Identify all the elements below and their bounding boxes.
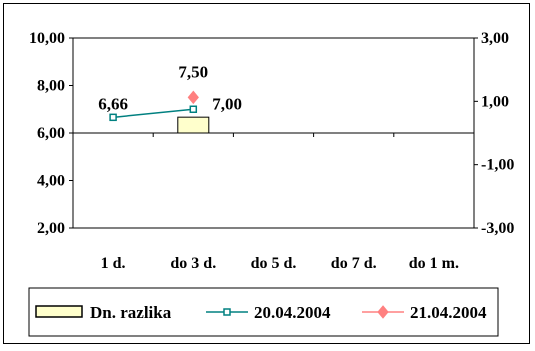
y-left-tick-label: 4,00 [37, 173, 65, 190]
legend-marker-diamond [377, 305, 389, 319]
data-point-square [109, 113, 117, 122]
legend-marker-square [223, 308, 231, 316]
y-left-tick-label: 8,00 [37, 78, 65, 95]
y-right-tick-label: -1,00 [481, 157, 514, 174]
legend-swatch-bar [35, 305, 83, 318]
data-label: 6,66 [98, 94, 128, 113]
x-tick-label: 1 d. [101, 255, 126, 272]
data-point-square [189, 105, 198, 113]
legend: Dn. razlika 20.04.2004 21.04.2004 [28, 287, 499, 337]
y-left-tick-label: 6,00 [37, 125, 65, 142]
x-tick-label: do 3 d. [170, 255, 216, 272]
data-label: 7,50 [178, 62, 208, 81]
data-label: 7,00 [212, 94, 242, 113]
y-right-tick-label: 3,00 [481, 30, 509, 47]
x-tick-label: do 5 d. [251, 255, 297, 272]
x-tick-label: do 7 d. [331, 255, 377, 272]
y-left-tick-label: 10,00 [29, 30, 65, 47]
legend-label: 21.04.2004 [410, 303, 487, 322]
y-left-tick-label: 2,00 [37, 220, 65, 237]
x-tick-label: do 1 m. [409, 255, 459, 272]
legend-label: Dn. razlika [90, 303, 172, 322]
series-line [113, 108, 194, 119]
plot-area: 2,00 4,00 6,00 8,00 10,00 -3,00 -1,00 1,00 3,00 1… [29, 30, 514, 272]
data-point-diamond [187, 90, 199, 105]
legend-box [28, 287, 499, 337]
bar-mark [177, 116, 210, 134]
legend-label: 20.04.2004 [254, 303, 331, 322]
y-right-tick-label: -3,00 [481, 220, 514, 237]
y-right-tick-label: 1,00 [481, 93, 509, 110]
